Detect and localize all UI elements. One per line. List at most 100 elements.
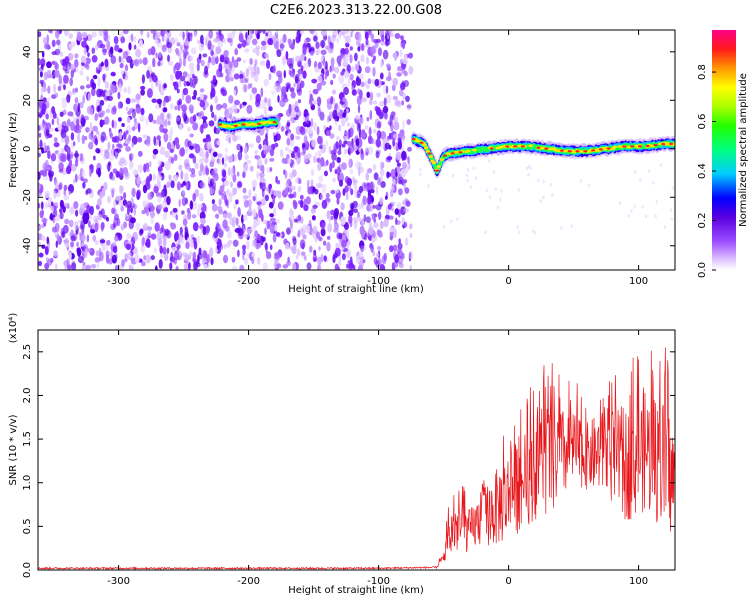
noise-speckle xyxy=(208,30,214,39)
noise-speckle xyxy=(174,62,181,71)
noise-speckle xyxy=(70,121,75,132)
noise-speckle xyxy=(254,150,258,155)
noise-speckle xyxy=(298,34,302,42)
noise-speckle xyxy=(211,199,215,205)
noise-speckle xyxy=(264,158,268,165)
noise-speckle xyxy=(264,97,268,103)
noise-speckle xyxy=(634,170,637,174)
noise-speckle xyxy=(279,43,285,49)
noise-speckle xyxy=(85,127,90,133)
y-tick-label: 40 xyxy=(22,45,33,58)
noise-speckle xyxy=(332,89,336,95)
noise-speckle xyxy=(326,241,331,252)
noise-speckle xyxy=(185,241,190,249)
noise-speckle xyxy=(265,32,269,37)
noise-speckle xyxy=(108,161,112,167)
noise-speckle xyxy=(111,136,117,143)
noise-speckle xyxy=(403,70,408,77)
noise-speckle xyxy=(273,190,280,197)
noise-speckle xyxy=(94,257,101,263)
noise-speckle xyxy=(81,31,88,39)
noise-speckle xyxy=(178,198,181,208)
signal-track-mark xyxy=(230,125,235,129)
noise-speckle xyxy=(542,179,545,184)
noise-speckle xyxy=(149,210,156,218)
noise-speckle xyxy=(272,64,276,74)
noise-speckle xyxy=(67,111,74,117)
noise-speckle xyxy=(295,135,301,140)
noise-speckle xyxy=(323,255,327,262)
noise-speckle xyxy=(68,219,74,228)
noise-speckle xyxy=(238,33,244,43)
noise-speckle xyxy=(370,189,375,194)
noise-speckle xyxy=(231,219,236,228)
noise-speckle xyxy=(153,185,159,194)
noise-speckle xyxy=(275,30,279,35)
noise-speckle xyxy=(130,98,137,103)
noise-speckle xyxy=(155,31,161,39)
noise-speckle xyxy=(233,59,239,68)
noise-speckle xyxy=(264,242,268,250)
noise-speckle xyxy=(499,197,502,202)
noise-speckle xyxy=(177,244,181,250)
noise-speckle xyxy=(340,71,344,77)
noise-speckle xyxy=(180,170,184,180)
noise-speckle xyxy=(172,207,178,213)
noise-speckle xyxy=(341,162,347,171)
noise-speckle xyxy=(189,77,194,88)
noise-speckle xyxy=(142,184,148,194)
noise-speckle xyxy=(347,77,351,87)
noise-speckle xyxy=(175,214,179,221)
noise-speckle xyxy=(252,195,256,202)
noise-speckle xyxy=(375,106,381,116)
noise-speckle xyxy=(328,216,332,223)
noise-speckle xyxy=(118,144,123,149)
noise-speckle xyxy=(242,83,248,93)
noise-speckle xyxy=(59,212,64,220)
noise-speckle xyxy=(54,48,61,56)
noise-speckle xyxy=(114,44,120,52)
noise-speckle xyxy=(364,125,369,130)
noise-speckle xyxy=(334,218,337,225)
noise-speckle xyxy=(365,147,369,156)
noise-speckle xyxy=(118,117,122,122)
noise-speckle xyxy=(40,81,44,88)
noise-speckle xyxy=(389,114,393,123)
noise-speckle xyxy=(228,193,233,203)
noise-speckle xyxy=(121,123,125,127)
noise-speckle xyxy=(291,169,297,178)
noise-speckle xyxy=(166,247,170,254)
spectrogram-x-axis: -300 -200 -100 0 100 xyxy=(107,30,648,287)
noise-speckle xyxy=(258,143,262,150)
noise-speckle xyxy=(170,222,177,230)
noise-speckle xyxy=(370,46,376,55)
noise-speckle xyxy=(76,247,80,253)
noise-speckle xyxy=(645,214,648,219)
noise-speckle xyxy=(269,167,273,172)
main-track-peak xyxy=(622,145,627,148)
noise-speckle xyxy=(256,158,263,167)
noise-speckle xyxy=(231,256,236,263)
noise-speckle xyxy=(41,201,44,210)
noise-speckle xyxy=(333,212,339,220)
noise-speckle xyxy=(381,255,387,265)
noise-speckle xyxy=(587,183,591,188)
noise-speckle xyxy=(111,175,116,181)
noise-speckle xyxy=(618,201,622,206)
noise-speckle xyxy=(179,226,183,235)
noise-speckle xyxy=(88,220,91,228)
noise-speckle xyxy=(38,152,41,158)
noise-speckle xyxy=(409,264,412,270)
noise-speckle xyxy=(654,214,657,218)
noise-speckle xyxy=(256,32,260,40)
main-track-mark xyxy=(658,142,663,146)
main-track-mark xyxy=(612,145,618,149)
noise-speckle xyxy=(516,225,519,229)
noise-speckle xyxy=(164,150,170,158)
noise-speckle xyxy=(110,71,116,77)
noise-speckle xyxy=(162,211,168,221)
noise-speckle xyxy=(291,159,295,166)
noise-speckle xyxy=(274,142,279,148)
noise-speckle xyxy=(404,238,409,244)
noise-speckle xyxy=(166,181,171,188)
